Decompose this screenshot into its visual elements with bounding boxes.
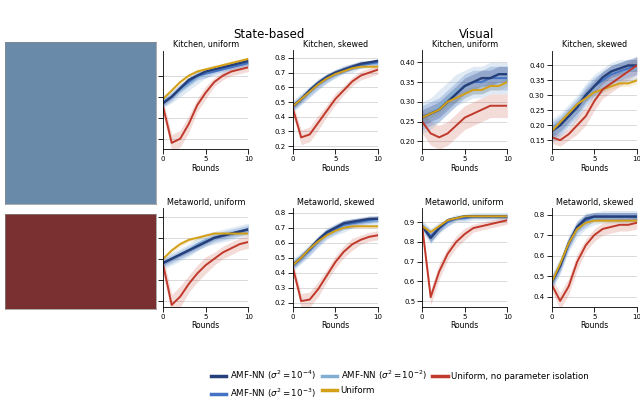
Title: Kitchen, skewed: Kitchen, skewed xyxy=(303,40,368,49)
Title: Kitchen, uniform: Kitchen, uniform xyxy=(431,40,498,49)
X-axis label: Rounds: Rounds xyxy=(191,321,220,330)
X-axis label: Rounds: Rounds xyxy=(321,164,349,173)
Title: Metaworld, skewed: Metaworld, skewed xyxy=(296,198,374,207)
X-axis label: Rounds: Rounds xyxy=(451,321,479,330)
X-axis label: Rounds: Rounds xyxy=(580,321,609,330)
Title: Kitchen, uniform: Kitchen, uniform xyxy=(173,40,239,49)
Title: Metaworld, skewed: Metaworld, skewed xyxy=(556,198,633,207)
X-axis label: Rounds: Rounds xyxy=(580,164,609,173)
Legend: AMF-NN ($\sigma^2 = 10^{-4}$), AMF-NN ($\sigma^2 = 10^{-3}$), AMF-NN ($\sigma^2 : AMF-NN ($\sigma^2 = 10^{-4}$), AMF-NN ($… xyxy=(211,368,589,400)
X-axis label: Rounds: Rounds xyxy=(191,164,220,173)
Y-axis label: Multi-task success rate: Multi-task success rate xyxy=(136,217,142,298)
Text: State-based: State-based xyxy=(233,28,305,41)
X-axis label: Rounds: Rounds xyxy=(321,321,349,330)
Text: Visual: Visual xyxy=(459,28,495,41)
Y-axis label: Multi-task success rate: Multi-task success rate xyxy=(136,59,142,140)
Title: Kitchen, skewed: Kitchen, skewed xyxy=(562,40,627,49)
Title: Metaworld, uniform: Metaworld, uniform xyxy=(166,198,245,207)
Title: Metaworld, uniform: Metaworld, uniform xyxy=(426,198,504,207)
X-axis label: Rounds: Rounds xyxy=(451,164,479,173)
